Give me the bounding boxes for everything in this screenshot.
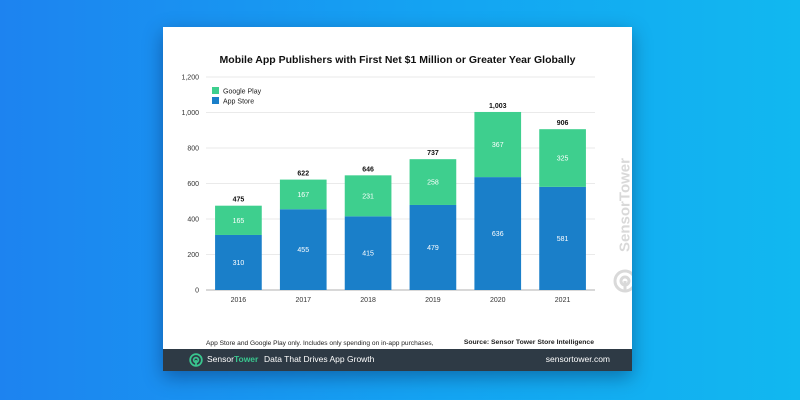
data-label-google-play: 258 — [427, 180, 439, 187]
chart-card: Mobile App Publishers with First Net $1 … — [163, 27, 632, 371]
footer-bar: SensorTower Data That Drives App Growth … — [163, 349, 632, 371]
data-label-total: 622 — [297, 171, 309, 178]
bar-app-store — [279, 209, 327, 290]
data-label-google-play: 325 — [557, 156, 569, 163]
data-label-app-store: 310 — [233, 260, 245, 267]
chart-title: Mobile App Publishers with First Net $1 … — [219, 54, 576, 66]
footer-tagline: Data That Drives App Growth — [264, 354, 375, 364]
data-label-total: 475 — [233, 197, 245, 204]
bar-chart: 0 200 400 600 800 1,000 1,200 310 165 475 2016 455 1… — [181, 75, 595, 304]
legend-swatch-app-store — [212, 97, 219, 104]
bar-google-play — [344, 175, 392, 217]
sensortower-watermark: SensorTower — [610, 147, 632, 297]
bar-google-play — [539, 129, 586, 187]
legend-label-google-play: Google Play — [223, 89, 262, 96]
legend-label-app-store: App Store — [223, 99, 254, 106]
x-tick-label: 2020 — [490, 297, 506, 304]
data-label-total: 737 — [427, 150, 439, 157]
y-tick-label: 800 — [187, 146, 199, 153]
data-label-google-play: 367 — [492, 142, 504, 149]
footer-brand-suffix: Tower — [233, 354, 259, 364]
y-tick-label: 0 — [195, 288, 199, 295]
bar-google-play — [474, 111, 522, 178]
x-tick-label: 2021 — [555, 297, 571, 304]
data-label-app-store: 636 — [492, 231, 504, 238]
data-label-app-store: 479 — [427, 245, 439, 252]
data-label-app-store: 415 — [362, 251, 374, 258]
bar-google-play — [279, 179, 327, 210]
y-tick-label: 1,000 — [181, 110, 199, 117]
x-tick-label: 2019 — [425, 297, 441, 304]
x-tick-label: 2018 — [360, 297, 376, 304]
sensortower-logo-icon — [613, 269, 632, 293]
bar-app-store — [539, 186, 586, 290]
data-label-google-play: 167 — [297, 192, 309, 199]
x-tick-label: 2017 — [295, 297, 311, 304]
bar-google-play — [215, 205, 262, 235]
data-label-total: 646 — [362, 166, 374, 173]
chart-source: Source: Sensor Tower Store Intelligence — [463, 339, 594, 346]
x-tick-label: 2016 — [231, 297, 247, 304]
data-label-app-store: 455 — [297, 247, 309, 254]
data-label-total: 906 — [557, 120, 569, 127]
bar-app-store — [409, 204, 457, 290]
y-tick-label: 400 — [187, 217, 199, 224]
bar-google-play — [409, 159, 457, 205]
bar-app-store — [474, 177, 522, 290]
watermark-text: SensorTower — [616, 158, 633, 252]
footer-brand: SensorTower — [207, 354, 258, 364]
sensortower-footer-logo-icon — [189, 353, 203, 367]
bar-app-store — [215, 234, 262, 290]
bar-app-store — [344, 216, 392, 290]
footer-url[interactable]: sensortower.com — [545, 354, 610, 364]
data-label-total: 1,003 — [489, 103, 507, 110]
y-tick-label: 600 — [187, 181, 199, 188]
y-tick-label: 1,200 — [181, 75, 199, 82]
legend-swatch-google-play — [212, 87, 219, 94]
data-label-app-store: 581 — [557, 236, 569, 243]
footer-brand-prefix: Sensor — [207, 354, 234, 364]
y-tick-label: 200 — [187, 252, 199, 259]
data-label-google-play: 165 — [233, 218, 245, 225]
data-label-google-play: 231 — [362, 193, 374, 200]
